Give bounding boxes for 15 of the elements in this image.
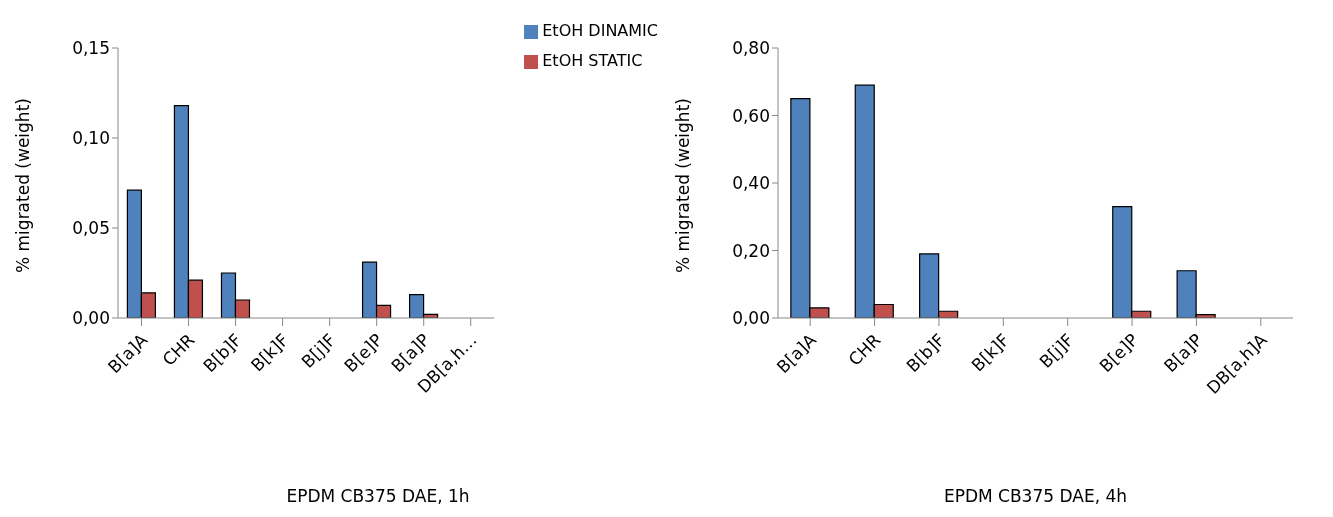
y-tick-label: 0,80 [732, 38, 770, 59]
y-tick-label: 0,15 [72, 38, 110, 59]
y-tick-label: 0,20 [732, 240, 770, 261]
y-axis-title: % migrated (weight) [13, 98, 34, 273]
legend-label: EtOH DINAMIC [542, 21, 658, 40]
y-tick-label: 0,00 [732, 308, 770, 329]
y-axis-title: % migrated (weight) [673, 98, 694, 273]
y-tick-label: 0,60 [732, 105, 770, 126]
x-axis-title: EPDM CB375 DAE, 1h [285, 486, 471, 506]
y-tick-label: 0,05 [72, 218, 110, 239]
y-tick-label: 0,00 [72, 308, 110, 329]
y-tick-label: 0,10 [72, 128, 110, 149]
x-axis-title: EPDM CB375 DAE, 4h [942, 486, 1129, 506]
legend-label: EtOH STATIC [542, 51, 643, 70]
y-tick-label: 0,40 [732, 173, 770, 194]
